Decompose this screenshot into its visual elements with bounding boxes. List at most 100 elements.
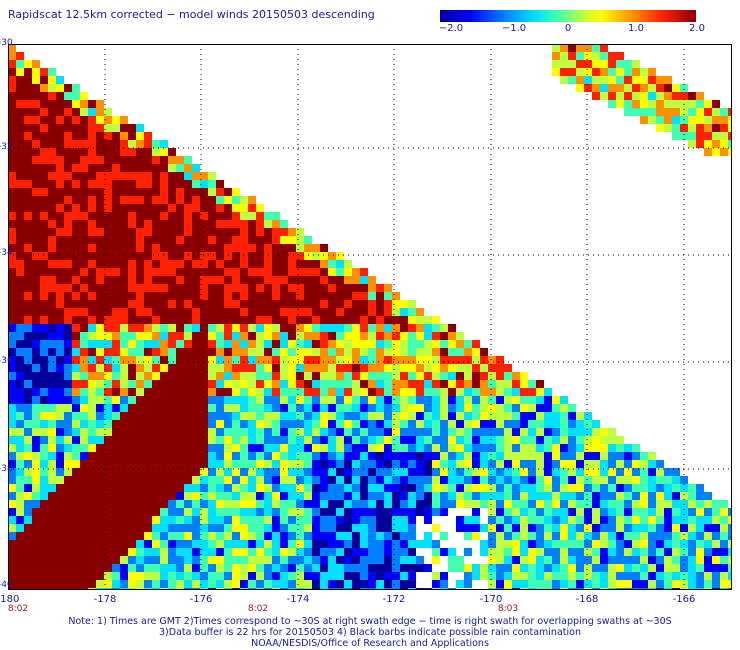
- wind-cell: [72, 468, 80, 476]
- wind-cell: [64, 92, 72, 100]
- wind-cell: [728, 116, 732, 124]
- wind-cell: [464, 500, 472, 508]
- wind-cell: [24, 468, 32, 476]
- wind-cell: [488, 556, 496, 564]
- wind-cell: [8, 220, 16, 228]
- wind-cell: [248, 380, 256, 388]
- wind-cell: [96, 116, 104, 124]
- wind-cell: [592, 436, 600, 444]
- wind-cell: [408, 524, 416, 532]
- wind-cell: [312, 420, 320, 428]
- wind-cell: [88, 516, 96, 524]
- wind-cell: [576, 452, 584, 460]
- wind-cell: [80, 380, 88, 388]
- wind-cell: [176, 524, 184, 532]
- wind-cell: [104, 556, 112, 564]
- wind-cell: [8, 300, 16, 308]
- wind-cell: [72, 132, 80, 140]
- wind-cell: [216, 348, 224, 356]
- wind-cell: [552, 436, 560, 444]
- wind-cell: [112, 500, 120, 508]
- wind-cell: [200, 572, 208, 580]
- wind-cell: [216, 452, 224, 460]
- wind-cell: [232, 196, 240, 204]
- wind-cell: [400, 444, 408, 452]
- wind-cell: [120, 484, 128, 492]
- wind-cell: [120, 380, 128, 388]
- wind-cell: [328, 484, 336, 492]
- wind-cell: [72, 308, 80, 316]
- wind-cell: [56, 332, 64, 340]
- wind-cell: [280, 460, 288, 468]
- wind-cell: [8, 436, 16, 444]
- wind-cell: [672, 124, 680, 132]
- wind-cell: [32, 436, 40, 444]
- wind-cell: [32, 420, 40, 428]
- wind-cell: [544, 396, 552, 404]
- wind-cell: [96, 284, 104, 292]
- wind-cell: [640, 108, 648, 116]
- wind-cell: [512, 492, 520, 500]
- wind-cell: [296, 364, 304, 372]
- wind-cell: [144, 572, 152, 580]
- wind-cell: [24, 316, 32, 324]
- wind-cell: [376, 292, 384, 300]
- wind-cell: [232, 548, 240, 556]
- wind-cell: [56, 244, 64, 252]
- wind-cell: [568, 68, 576, 76]
- wind-cell: [112, 260, 120, 268]
- wind-cell: [560, 60, 568, 68]
- wind-cell: [112, 140, 120, 148]
- wind-cell: [336, 468, 344, 476]
- wind-cell: [200, 468, 208, 476]
- wind-cell: [176, 260, 184, 268]
- wind-cell: [696, 132, 704, 140]
- wind-cell: [56, 324, 64, 332]
- wind-cell: [88, 588, 96, 590]
- wind-cell: [296, 396, 304, 404]
- wind-cell: [80, 492, 88, 500]
- wind-cell: [160, 460, 168, 468]
- wind-cell: [88, 244, 96, 252]
- wind-cell: [56, 92, 64, 100]
- wind-cell: [120, 236, 128, 244]
- wind-cell: [152, 212, 160, 220]
- wind-cell: [408, 300, 416, 308]
- wind-cell: [216, 308, 224, 316]
- wind-cell: [208, 516, 216, 524]
- wind-cell: [8, 172, 16, 180]
- wind-cell: [144, 556, 152, 564]
- wind-cell: [288, 404, 296, 412]
- wind-cell: [56, 428, 64, 436]
- wind-cell: [168, 524, 176, 532]
- wind-cell: [512, 548, 520, 556]
- wind-cell: [568, 500, 576, 508]
- wind-cell: [24, 500, 32, 508]
- wind-cell: [224, 316, 232, 324]
- wind-cell: [144, 380, 152, 388]
- wind-cell: [200, 428, 208, 436]
- wind-cell: [56, 132, 64, 140]
- wind-cell: [96, 228, 104, 236]
- wind-cell: [240, 244, 248, 252]
- wind-cell: [8, 92, 16, 100]
- wind-cell: [296, 276, 304, 284]
- wind-cell: [120, 572, 128, 580]
- wind-cell: [656, 508, 664, 516]
- wind-cell: [120, 284, 128, 292]
- wind-cell: [280, 388, 288, 396]
- wind-cell: [640, 556, 648, 564]
- wind-cell: [704, 516, 712, 524]
- wind-cell: [632, 468, 640, 476]
- wind-cell: [216, 180, 224, 188]
- wind-cell: [576, 540, 584, 548]
- wind-cell: [608, 100, 616, 108]
- wind-cell: [32, 132, 40, 140]
- wind-cell: [152, 460, 160, 468]
- wind-cell: [488, 420, 496, 428]
- wind-cell: [248, 372, 256, 380]
- wind-cell: [528, 396, 536, 404]
- wind-cell: [144, 196, 152, 204]
- wind-cell: [440, 500, 448, 508]
- wind-cell: [24, 540, 32, 548]
